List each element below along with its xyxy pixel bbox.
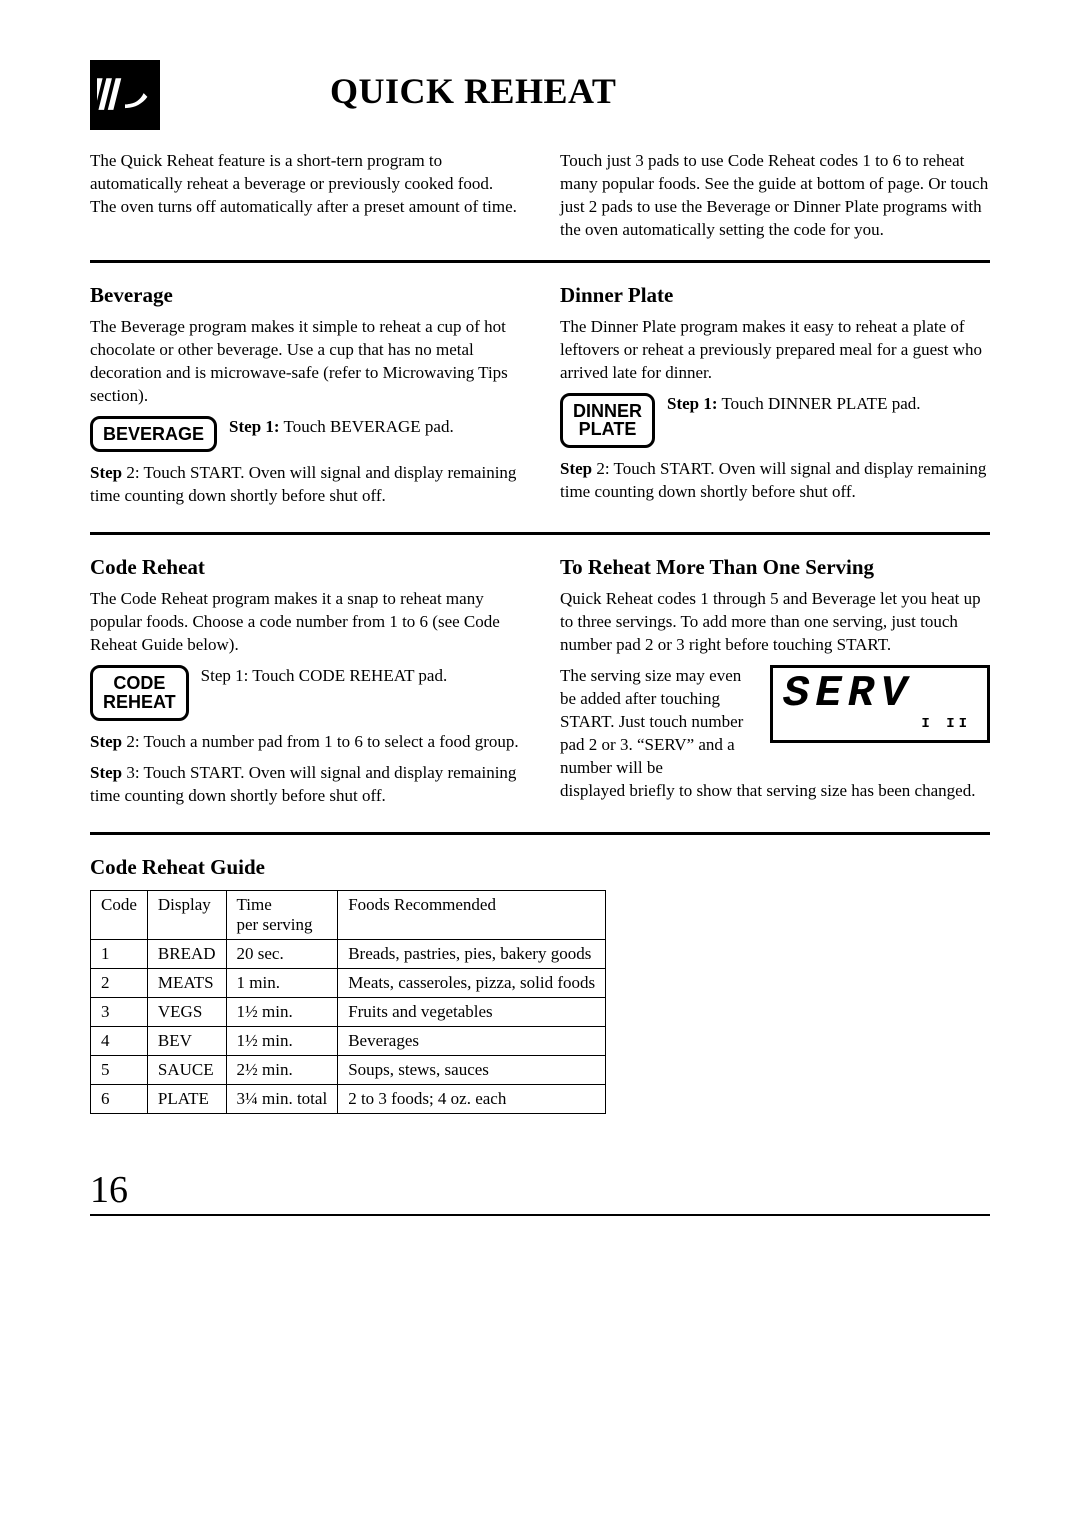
microwave-logo-icon	[90, 60, 160, 130]
pad-line1: CODE	[113, 673, 165, 693]
divider	[90, 832, 990, 835]
serving-block: The serving size may even be added after…	[560, 665, 990, 780]
page-header: QUICK REHEAT	[90, 60, 990, 130]
dinner-desc: The Dinner Plate program makes it easy t…	[560, 316, 990, 385]
more-serving-section: To Reheat More Than One Serving Quick Re…	[560, 555, 990, 815]
more-serving-title: To Reheat More Than One Serving	[560, 555, 990, 580]
th-time: Timeper serving	[226, 890, 338, 939]
beverage-desc: The Beverage program makes it simple to …	[90, 316, 520, 408]
intro-row: The Quick Reheat feature is a short-tern…	[90, 150, 990, 242]
table-row: 1BREAD20 sec.Breads, pastries, pies, bak…	[91, 939, 606, 968]
beverage-step2: Step 2: Touch START. Oven will signal an…	[90, 462, 520, 508]
code-reheat-step1-row: CODE REHEAT Step 1: Touch CODE REHEAT pa…	[90, 665, 520, 721]
table-row: 4BEV1½ min.Beverages	[91, 1026, 606, 1055]
step1-label: Step 1:	[667, 394, 718, 413]
table-header-row: Code Display Timeper serving Foods Recom…	[91, 890, 606, 939]
page-title: QUICK REHEAT	[330, 70, 616, 112]
more-serving-after: displayed briefly to show that serving s…	[560, 780, 990, 803]
th-foods: Foods Recommended	[338, 890, 606, 939]
code-reheat-step1: Step 1: Touch CODE REHEAT pad.	[201, 665, 448, 688]
guide-tbody: 1BREAD20 sec.Breads, pastries, pies, bak…	[91, 939, 606, 1113]
serving-left-text: The serving size may even be added after…	[560, 665, 750, 780]
dinner-step1: Step 1: Touch DINNER PLATE pad.	[667, 393, 920, 416]
th-display: Display	[147, 890, 226, 939]
table-row: 6PLATE3¼ min. total2 to 3 foods; 4 oz. e…	[91, 1084, 606, 1113]
step3-text: 3: Touch START. Oven will signal and dis…	[90, 763, 516, 805]
step2-label: Step	[560, 459, 592, 478]
step3-label: Step	[90, 763, 122, 782]
code-serving-row: Code Reheat The Code Reheat program make…	[90, 555, 990, 815]
dinner-plate-pad-icon: DINNER PLATE	[560, 393, 655, 449]
beverage-step1-row: BEVERAGE Step 1: Touch BEVERAGE pad.	[90, 416, 520, 453]
table-row: 5SAUCE2½ min.Soups, stews, sauces	[91, 1055, 606, 1084]
dinner-title: Dinner Plate	[560, 283, 990, 308]
step1-label: Step 1:	[229, 417, 280, 436]
table-row: 3VEGS1½ min.Fruits and vegetables	[91, 997, 606, 1026]
more-serving-desc: Quick Reheat codes 1 through 5 and Bever…	[560, 588, 990, 657]
divider	[90, 260, 990, 263]
intro-left: The Quick Reheat feature is a short-tern…	[90, 150, 520, 242]
code-reheat-desc: The Code Reheat program makes it a snap …	[90, 588, 520, 657]
step2-label: Step	[90, 732, 122, 751]
table-row: 2MEATS1 min.Meats, casseroles, pizza, so…	[91, 968, 606, 997]
beverage-dinner-row: Beverage The Beverage program makes it s…	[90, 283, 990, 517]
display-main: SERV	[783, 674, 977, 716]
dinner-section: Dinner Plate The Dinner Plate program ma…	[560, 283, 990, 517]
guide-title: Code Reheat Guide	[90, 855, 990, 880]
step2-text: 2: Touch a number pad from 1 to 6 to sel…	[122, 732, 519, 751]
page-number: 16	[90, 1168, 990, 1212]
step2-label: Step	[90, 463, 122, 482]
bottom-rule	[90, 1214, 990, 1216]
step1-text: Touch BEVERAGE pad.	[280, 417, 454, 436]
intro-right: Touch just 3 pads to use Code Reheat cod…	[560, 150, 990, 242]
divider	[90, 532, 990, 535]
pad-line2: REHEAT	[103, 693, 176, 712]
pad-line2: PLATE	[573, 420, 642, 439]
dinner-step1-row: DINNER PLATE Step 1: Touch DINNER PLATE …	[560, 393, 990, 449]
code-reheat-title: Code Reheat	[90, 555, 520, 580]
code-reheat-guide-table: Code Display Timeper serving Foods Recom…	[90, 890, 606, 1114]
serv-display-icon: SERV I II	[770, 665, 990, 743]
dinner-step2: Step 2: Touch START. Oven will signal an…	[560, 458, 990, 504]
code-reheat-step2: Step 2: Touch a number pad from 1 to 6 t…	[90, 731, 520, 754]
code-reheat-step3: Step 3: Touch START. Oven will signal an…	[90, 762, 520, 808]
step2-text: 2: Touch START. Oven will signal and dis…	[90, 463, 516, 505]
code-reheat-section: Code Reheat The Code Reheat program make…	[90, 555, 520, 815]
beverage-section: Beverage The Beverage program makes it s…	[90, 283, 520, 517]
pad-line1: DINNER	[573, 401, 642, 421]
beverage-step1: Step 1: Touch BEVERAGE pad.	[229, 416, 454, 439]
code-reheat-pad-icon: CODE REHEAT	[90, 665, 189, 721]
step2-text: 2: Touch START. Oven will signal and dis…	[560, 459, 986, 501]
step1-text: Touch DINNER PLATE pad.	[718, 394, 921, 413]
beverage-title: Beverage	[90, 283, 520, 308]
beverage-pad-icon: BEVERAGE	[90, 416, 217, 453]
th-code: Code	[91, 890, 148, 939]
